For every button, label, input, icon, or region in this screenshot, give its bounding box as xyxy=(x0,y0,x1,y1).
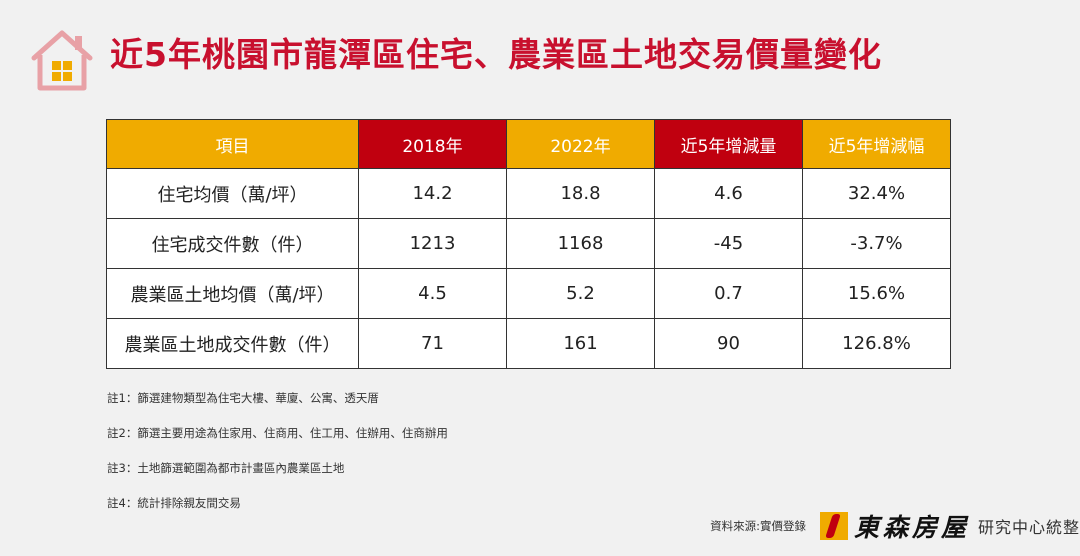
row-2018-value: 14.2 xyxy=(358,168,507,219)
row-item: 農業區土地成交件數（件） xyxy=(106,318,359,369)
footer: 資料來源:實價登錄 東森房屋 研究中心統整 xyxy=(710,506,1080,546)
row-change-value: -45 xyxy=(654,218,803,269)
column-header-change-rate: 近5年增減幅 xyxy=(802,119,951,169)
column-header-2018: 2018年 xyxy=(358,119,507,169)
column-header-change: 近5年增減量 xyxy=(654,119,803,169)
column-header-2022: 2022年 xyxy=(506,119,655,169)
row-change-value: 4.6 xyxy=(654,168,803,219)
footnote: 註4：統計排除親友間交易 xyxy=(107,496,241,510)
row-change-rate: 15.6% xyxy=(802,268,951,319)
brand-suffix: 研究中心統整 xyxy=(977,518,1080,537)
page-title: 近5年桃園市龍潭區住宅、農業區土地交易價量變化 xyxy=(110,35,882,74)
row-2018-value: 1213 xyxy=(358,218,507,269)
footnote: 註1：篩選建物類型為住宅大樓、華廈、公寓、透天厝 xyxy=(107,391,379,405)
column-header-item: 項目 xyxy=(106,119,359,169)
table-row: 住宅均價（萬/坪） 14.2 18.8 4.6 32.4% xyxy=(106,168,951,219)
brand-name: 東森房屋 xyxy=(853,513,970,542)
table-header-row: 項目 2018年 2022年 近5年增減量 近5年增減幅 xyxy=(106,119,951,169)
footnote: 註3：土地篩選範圍為都市計畫區內農業區土地 xyxy=(107,461,345,475)
row-2022-value: 5.2 xyxy=(506,268,655,319)
row-change-value: 90 xyxy=(654,318,803,369)
row-change-rate: -3.7% xyxy=(802,218,951,269)
table-row: 農業區土地均價（萬/坪） 4.5 5.2 0.7 15.6% xyxy=(106,268,951,319)
row-item: 農業區土地均價（萬/坪） xyxy=(106,268,359,319)
row-change-value: 0.7 xyxy=(654,268,803,319)
row-change-rate: 126.8% xyxy=(802,318,951,369)
row-2018-value: 4.5 xyxy=(358,268,507,319)
row-change-rate: 32.4% xyxy=(802,168,951,219)
house-icon xyxy=(31,30,93,91)
row-item: 住宅成交件數（件） xyxy=(106,218,359,269)
footnote: 註2：篩選主要用途為住家用、住商用、住工用、住辦用、住商辦用 xyxy=(107,426,448,440)
row-item: 住宅均價（萬/坪） xyxy=(106,168,359,219)
row-2022-value: 1168 xyxy=(506,218,655,269)
row-2022-value: 18.8 xyxy=(506,168,655,219)
data-source: 資料來源:實價登錄 xyxy=(710,519,806,533)
brand-logo-icon xyxy=(819,512,848,540)
data-table: 項目 2018年 2022年 近5年增減量 近5年增減幅 住宅均價（萬/坪） 1… xyxy=(106,119,951,369)
table-row: 農業區土地成交件數（件） 71 161 90 126.8% xyxy=(106,318,951,369)
table-row: 住宅成交件數（件） 1213 1168 -45 -3.7% xyxy=(106,218,951,269)
row-2022-value: 161 xyxy=(506,318,655,369)
footnotes: 註1：篩選建物類型為住宅大樓、華廈、公寓、透天厝 註2：篩選主要用途為住家用、住… xyxy=(107,390,448,530)
row-2018-value: 71 xyxy=(358,318,507,369)
